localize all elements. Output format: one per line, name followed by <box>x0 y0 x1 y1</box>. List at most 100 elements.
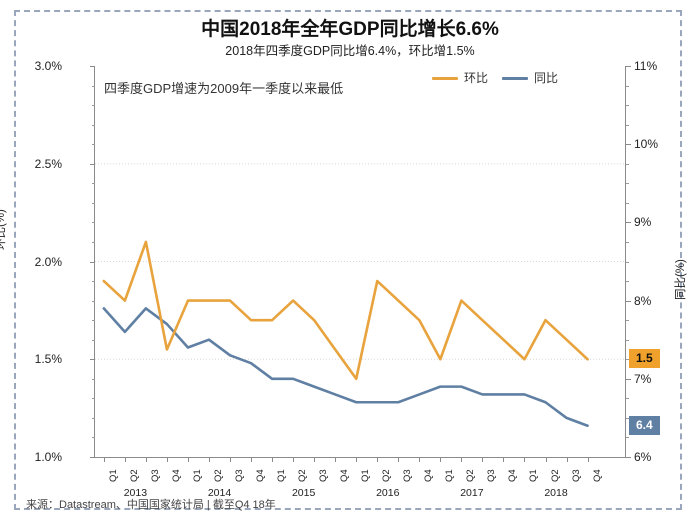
y-axis-left-tick-label: 3.0% <box>34 59 62 73</box>
x-axis-tick-label: Q2 <box>297 469 309 482</box>
x-axis-year-label: 2015 <box>291 487 316 499</box>
y-axis-left-minor-tick <box>92 398 95 400</box>
x-axis-tick-label: Q3 <box>402 469 414 482</box>
x-axis-tick-label: Q1 <box>360 469 372 482</box>
y-axis-right-tick-label: 8% <box>634 293 652 308</box>
y-axis-left-minor-tick <box>92 124 95 126</box>
y-axis-right-minor-tick <box>626 105 629 107</box>
y-axis-right-tick <box>626 378 631 380</box>
y-axis-left-tick <box>90 163 95 165</box>
end-value-badge-huanbi: 1.5 <box>629 349 660 369</box>
y-axis-left-title: 环比(%) <box>0 209 7 250</box>
x-axis-tick-label: Q3 <box>149 469 161 482</box>
y-axis-left-tick-label: 2.5% <box>34 156 62 171</box>
y-axis-right-minor-tick <box>626 339 629 341</box>
y-axis-right-minor-tick <box>626 359 629 361</box>
x-axis-tick-label: Q1 <box>276 469 288 482</box>
x-axis-tick-label: Q4 <box>507 469 519 482</box>
y-axis-right-tick-label: 6% <box>634 450 652 464</box>
y-axis-right-minor-tick <box>626 398 629 400</box>
chart-legend: 环比 同比 <box>432 72 558 84</box>
y-axis-left-minor-tick <box>92 202 95 204</box>
plot-area <box>95 66 625 457</box>
page-subtitle: 2018年四季度GDP同比增6.4%，环比增1.5% <box>225 44 475 58</box>
x-axis-year-label: 2017 <box>460 487 484 499</box>
y-axis-left-minor-tick <box>92 320 95 322</box>
page-title: 中国2018年全年GDP同比增长6.6% <box>201 19 499 40</box>
y-axis-left-minor-tick <box>92 241 95 243</box>
y-axis-right-minor-tick <box>626 202 629 204</box>
y-axis-left-tick <box>90 66 95 67</box>
x-axis-tick-label: Q3 <box>234 469 246 482</box>
x-axis-tick <box>503 457 505 462</box>
x-axis-tick-label: Q4 <box>423 469 435 482</box>
x-axis-tick <box>566 457 568 462</box>
x-axis-tick-label: Q1 <box>191 469 203 482</box>
x-axis-tick-label: Q4 <box>170 469 182 482</box>
x-axis-tick <box>461 457 463 462</box>
x-axis-tick-label: Q1 <box>107 469 119 482</box>
y-axis-right-minor-tick <box>626 281 629 283</box>
x-axis-year-label: 2013 <box>123 487 148 499</box>
y-axis-left-minor-tick <box>92 144 95 146</box>
y-axis-left-tick-label: 2.0% <box>34 254 62 269</box>
y-axis-left-minor-tick <box>92 105 95 107</box>
x-axis-tick-label: Q2 <box>381 469 393 482</box>
x-axis-tick <box>524 457 526 462</box>
x-axis-year-label: 2014 <box>207 487 232 499</box>
y-axis-left-tick <box>90 359 95 361</box>
legend-swatch-huanbi <box>432 76 458 80</box>
x-axis-tick-label: Q2 <box>549 469 561 482</box>
y-axis-right-minor-tick <box>626 183 629 185</box>
y-axis-left-tick <box>90 457 95 458</box>
y-axis-left-minor-tick <box>92 85 95 87</box>
y-axis-left-minor-tick <box>92 300 95 302</box>
x-axis-tick-label: Q2 <box>128 469 140 482</box>
x-axis-tick-label: Q2 <box>465 469 477 482</box>
x-axis-year-label: 2018 <box>544 487 568 499</box>
x-axis-tick <box>482 457 484 462</box>
y-axis-left-tick-label: 1.5% <box>34 352 62 367</box>
x-axis-tick <box>587 457 589 462</box>
x-axis-tick <box>272 457 274 462</box>
y-axis-right-minor-tick <box>626 261 629 263</box>
x-axis-tick <box>335 457 337 462</box>
legend-label-tongbi: 同比 <box>534 71 559 85</box>
series-line-huanbi <box>102 240 589 381</box>
y-axis-right-tick <box>626 66 631 67</box>
x-axis-tick <box>187 457 189 462</box>
y-axis-left-minor-tick <box>92 378 95 380</box>
y-axis-right <box>625 66 626 458</box>
legend-label-huanbi: 环比 <box>464 71 489 85</box>
y-axis-right-minor-tick <box>626 320 629 322</box>
x-axis-tick <box>398 457 400 462</box>
x-axis-tick <box>251 457 253 462</box>
x-axis-tick <box>419 457 421 462</box>
legend-item-huanbi: 环比 <box>432 72 488 84</box>
x-axis-tick <box>166 457 168 462</box>
x-axis-tick <box>124 457 126 462</box>
y-axis-right-tick <box>626 144 631 146</box>
x-axis-tick <box>230 457 232 462</box>
y-axis-right-minor-tick <box>626 163 629 165</box>
x-axis-tick-label: Q3 <box>486 469 498 482</box>
x-axis-tick-label: Q4 <box>255 469 267 482</box>
x-axis-tick <box>145 457 147 462</box>
y-axis-right-tick <box>626 457 631 458</box>
y-axis-right-tick-label: 7% <box>634 371 652 386</box>
y-axis-left-tick <box>90 261 95 263</box>
legend-swatch-tongbi <box>502 76 529 80</box>
x-axis-tick <box>545 457 547 462</box>
chart-canvas <box>95 163 625 428</box>
y-axis-left-minor-tick <box>92 281 95 283</box>
y-axis-left-minor-tick <box>92 417 95 419</box>
series-line-tongbi <box>102 307 589 428</box>
x-axis-tick <box>293 457 295 462</box>
x-axis-tick <box>103 457 105 462</box>
x-axis-tick-label: Q1 <box>444 469 456 482</box>
y-axis-right-tick-label: 9% <box>634 215 652 230</box>
y-axis-left-tick-label: 1.0% <box>34 450 62 464</box>
x-axis-tick-label: Q4 <box>591 469 603 482</box>
source-note: 来源：Datastream、中国国家统计局 | 截至Q4 18年 <box>26 499 276 511</box>
chart-annotation: 四季度GDP增速为2009年一季度以来最低 <box>104 81 344 96</box>
